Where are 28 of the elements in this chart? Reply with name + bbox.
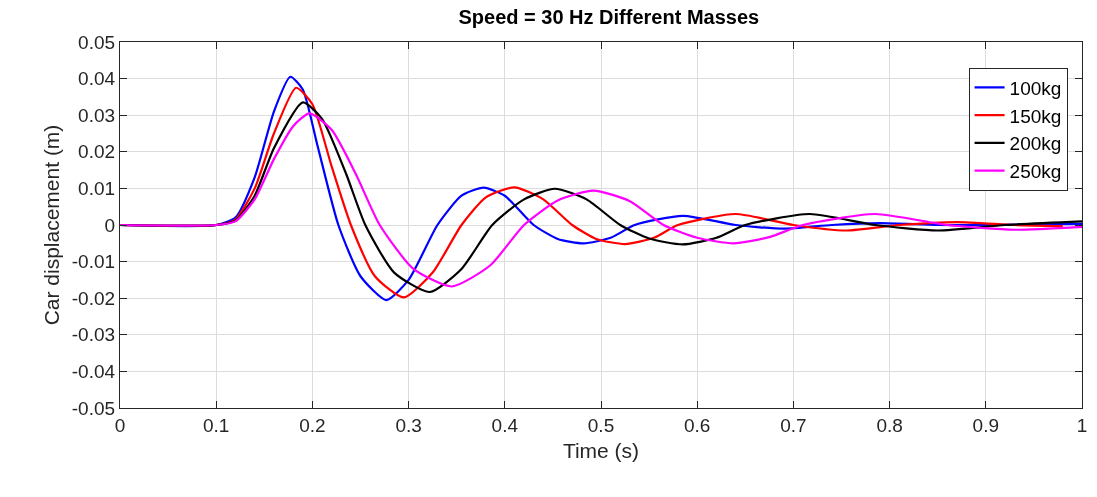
- x-tick-label: 1: [1076, 414, 1088, 436]
- x-tick-label: 0.8: [876, 414, 903, 436]
- y-tick-label: -0.04: [71, 361, 116, 383]
- y-tick-label: -0.05: [71, 397, 116, 419]
- y-tick-label: 0.02: [78, 141, 116, 163]
- x-tick-label: 0.1: [202, 414, 230, 436]
- y-tick-label: 0.01: [78, 178, 116, 200]
- x-tick-label: 0.2: [299, 414, 326, 436]
- y-tick-label: 0.03: [78, 104, 116, 126]
- x-tick-label: 0.7: [780, 414, 807, 436]
- x-tick-label: 0.6: [683, 414, 711, 436]
- y-tick-label: 0: [104, 214, 116, 236]
- y-tick-label: 0.05: [78, 31, 116, 53]
- legend-label: 150kg: [1009, 105, 1062, 127]
- legend-label: 250kg: [1009, 160, 1062, 182]
- y-tick-label: 0.04: [78, 68, 116, 90]
- chart-title: Speed = 30 Hz Different Masses: [458, 6, 760, 29]
- x-axis-title: Time (s): [562, 439, 640, 463]
- x-tick-label: 0.3: [395, 414, 422, 436]
- y-tick-label: -0.03: [71, 324, 116, 346]
- x-tick-label: 0.4: [491, 414, 519, 436]
- x-tick-label: 0.5: [587, 414, 615, 436]
- y-tick-label: -0.01: [71, 251, 116, 273]
- legend-label: 200kg: [1009, 133, 1062, 155]
- x-tick-label: 0.9: [972, 414, 1000, 436]
- y-tick-label: -0.02: [71, 287, 116, 309]
- legend-label: 100kg: [1009, 77, 1062, 99]
- y-axis-title: Car displacement (m): [39, 124, 63, 326]
